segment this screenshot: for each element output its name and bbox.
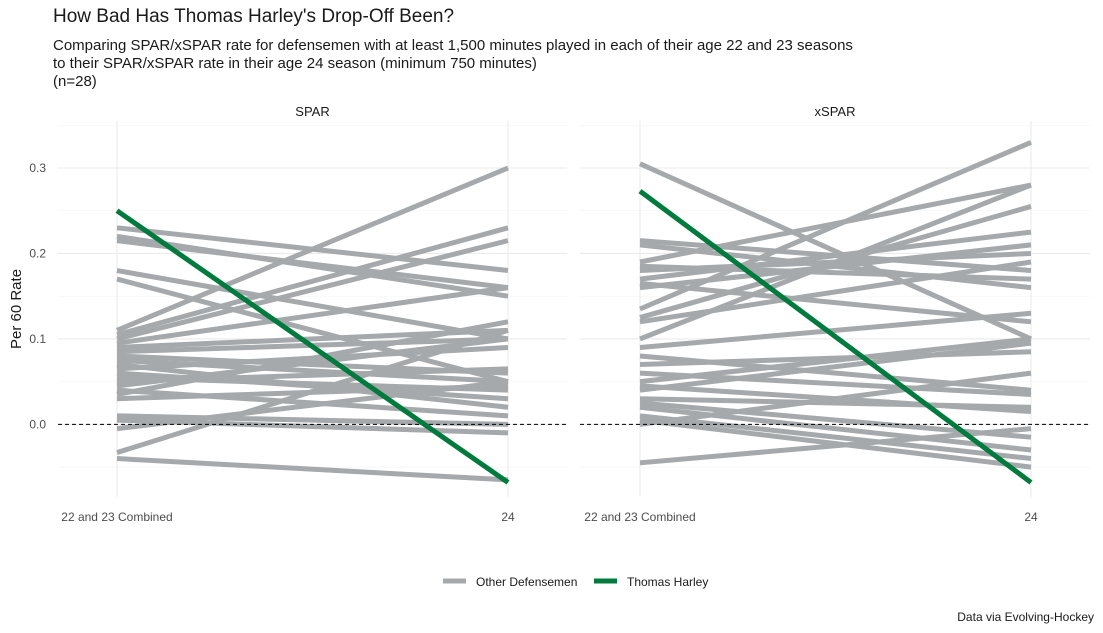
series-line-other-0-4	[116, 276, 509, 385]
series-line-other-0-24	[116, 379, 509, 432]
series-line-other-1-25	[639, 370, 1032, 427]
series-line-other-1-0	[638, 161, 1033, 342]
series-line-other-0-6	[116, 225, 509, 338]
series-line-other-1-19	[639, 340, 1032, 393]
y-axis-title: Per 60 Rate	[8, 269, 25, 349]
x-tick-label-1-0: 22 and 23 Combined	[584, 510, 695, 524]
legend-label-1: Thomas Harley	[627, 575, 708, 589]
series-line-other-0-25	[116, 327, 509, 455]
panel-title-xspar: xSPAR	[815, 104, 856, 119]
series-line-other-1-6	[639, 229, 1032, 282]
y-tick-label-2: 0.1	[29, 332, 46, 346]
series-line-other-0-7	[116, 238, 509, 342]
series-line-other-0-20	[116, 319, 509, 397]
y-tick-label-1: 0.2	[29, 246, 46, 260]
series-line-other-0-2	[116, 238, 509, 291]
series-line-other-0-18	[116, 336, 509, 389]
series-line-other-0-3	[116, 268, 509, 342]
x-tick-label-0-0: 22 and 23 Combined	[61, 510, 172, 524]
data-source-caption: Data via Evolving-Hockey	[957, 610, 1094, 624]
chart-subtitle-line-1: Comparing SPAR/xSPAR rate for defensemen…	[53, 37, 853, 54]
panel-title-spar: SPAR	[295, 104, 329, 119]
series-line-highlight-0	[115, 208, 510, 485]
series-line-other-1-17	[639, 336, 1032, 385]
x-tick-label-1-1: 24	[1024, 510, 1038, 524]
chart-subtitle-line-3: (n=28)	[53, 73, 97, 90]
y-tick-label-3: 0.0	[29, 417, 46, 431]
legend-label-0: Other Defensemen	[476, 575, 577, 589]
series-line-other-0-5	[116, 165, 509, 333]
series-line-other-1-7	[639, 280, 1032, 325]
series-line-highlight-1	[638, 189, 1033, 485]
series-line-other-1-13	[639, 310, 1032, 350]
chart-title: How Bad Has Thomas Harley's Drop-Off Bee…	[53, 6, 455, 27]
chart-subtitle-line-2: to their SPAR/xSPAR rate in their age 24…	[53, 55, 537, 72]
y-tick-label-0: 0.3	[29, 161, 46, 175]
series-line-other-1-9	[639, 140, 1032, 312]
series-line-other-1-12	[639, 182, 1032, 342]
x-tick-label-0-1: 24	[501, 510, 515, 524]
series-line-other-1-20	[639, 396, 1032, 410]
series-line-other-0-8	[116, 285, 509, 346]
series-line-other-1-23	[639, 413, 1032, 462]
series-line-other-0-22	[116, 413, 509, 427]
series-line-other-0-26	[116, 456, 509, 483]
